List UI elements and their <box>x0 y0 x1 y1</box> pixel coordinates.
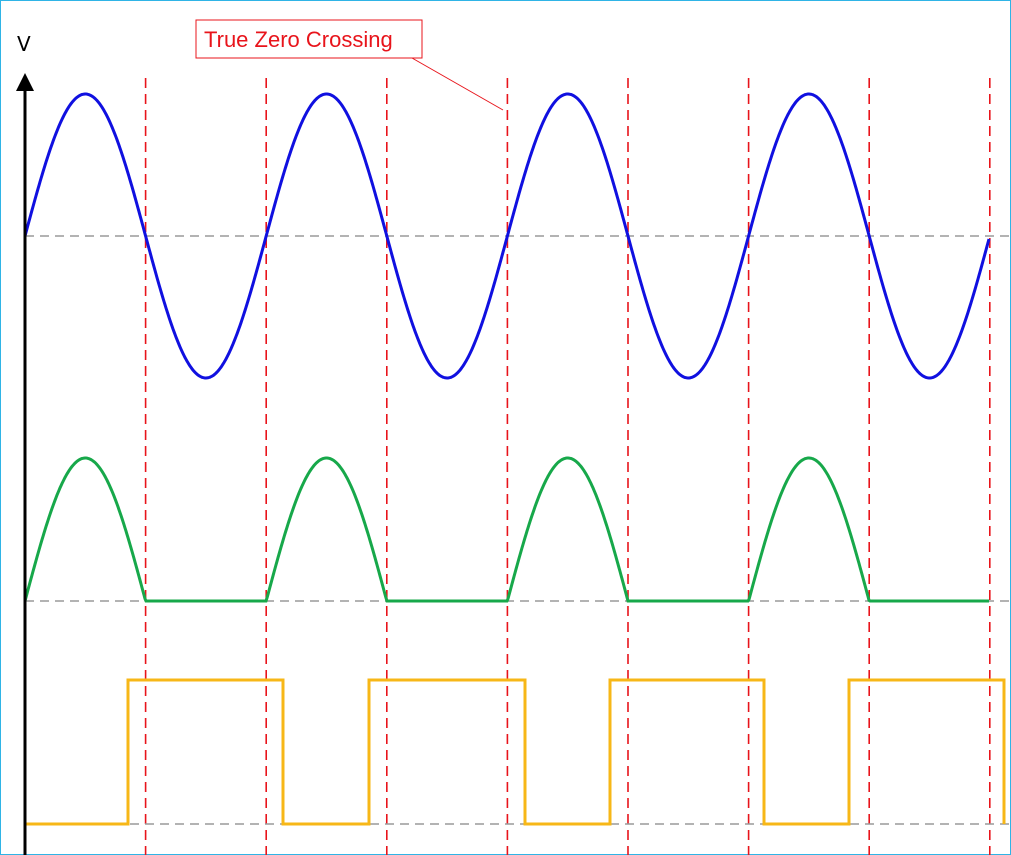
callout-box <box>195 19 423 59</box>
y-axis-label: V <box>17 32 31 56</box>
callout-leader-line <box>411 57 504 111</box>
callout-label: True Zero Crossing <box>204 27 393 52</box>
half-wave-rectified-series <box>23 456 989 603</box>
sine-wave-series <box>23 92 991 380</box>
zero-crossing-markers <box>144 78 991 855</box>
square-wave-series <box>25 678 1006 826</box>
